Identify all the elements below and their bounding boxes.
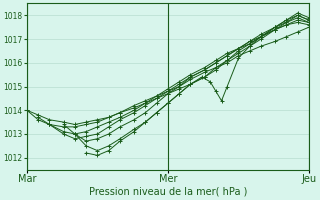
X-axis label: Pression niveau de la mer( hPa ): Pression niveau de la mer( hPa ) <box>89 187 247 197</box>
